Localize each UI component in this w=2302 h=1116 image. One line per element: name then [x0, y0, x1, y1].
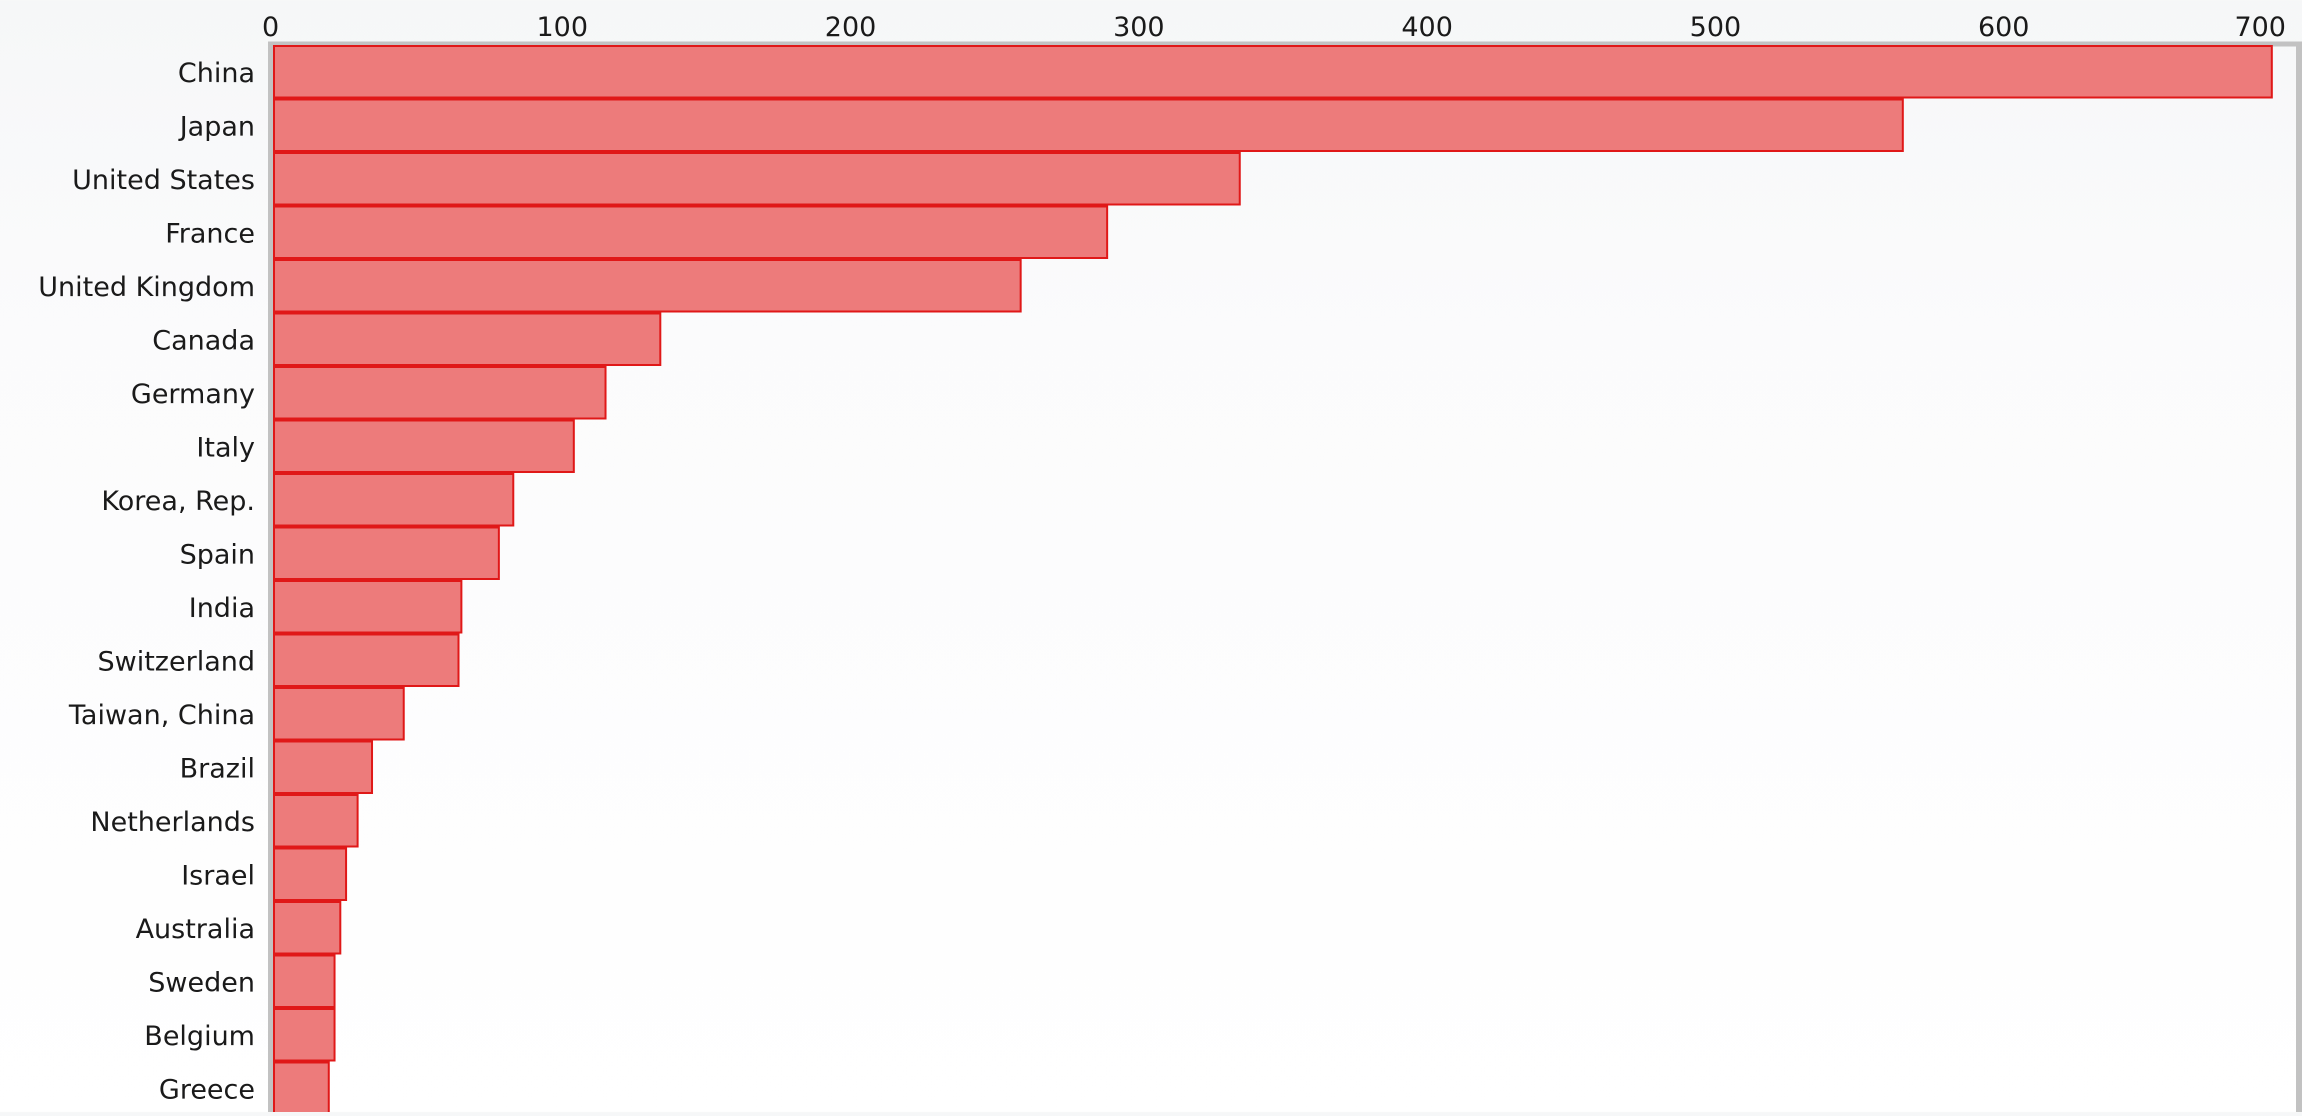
x-tick-label: 600 [1978, 12, 2030, 43]
category-label: Netherlands [90, 807, 255, 838]
category-label: Japan [178, 111, 255, 142]
bar [273, 740, 374, 794]
category-label: Italy [196, 432, 255, 463]
bar [273, 687, 405, 741]
category-label: China [178, 58, 255, 89]
bar [273, 152, 1241, 206]
bar [273, 473, 515, 527]
category-label: Brazil [180, 753, 255, 784]
bar [273, 1061, 330, 1115]
bar [273, 419, 575, 473]
bar [273, 901, 342, 955]
category-label: Sweden [148, 967, 255, 998]
category-label: Israel [181, 860, 255, 891]
bar [273, 794, 359, 848]
x-axis: 0 100 200 300 400 500 600 700 [262, 12, 2286, 43]
bar [273, 312, 662, 366]
category-label: Germany [131, 379, 255, 410]
bar [273, 1008, 336, 1062]
x-tick-label: 200 [825, 12, 877, 43]
category-label: Canada [152, 325, 255, 356]
bar [273, 847, 348, 901]
x-tick-label: 700 [2234, 12, 2286, 43]
category-label: Korea, Rep. [101, 486, 255, 517]
x-tick-label: 0 [262, 12, 279, 43]
bar [273, 45, 2273, 99]
bar [273, 205, 1109, 259]
category-label: Spain [180, 539, 255, 570]
category-label: Taiwan, China [68, 700, 255, 731]
category-label: Switzerland [98, 646, 256, 677]
x-tick-label: 400 [1401, 12, 1453, 43]
bar [273, 259, 1022, 313]
category-label: India [189, 593, 255, 624]
bar [273, 98, 1904, 152]
bar [273, 954, 336, 1008]
bar [273, 633, 460, 687]
bar [273, 580, 463, 634]
bar [273, 526, 500, 580]
plot-frame [268, 41, 2302, 1112]
bar [273, 366, 607, 420]
bars [273, 45, 2273, 1115]
category-label: United Kingdom [38, 272, 255, 303]
category-label: France [165, 218, 255, 249]
category-label: Australia [136, 914, 255, 945]
x-tick-label: 500 [1690, 12, 1742, 43]
category-label: Greece [159, 1074, 255, 1105]
x-tick-label: 100 [537, 12, 589, 43]
category-label: United States [72, 165, 255, 196]
category-labels: China Japan United States France United King… [38, 58, 255, 1106]
category-label: Belgium [144, 1021, 255, 1052]
x-tick-label: 300 [1113, 12, 1165, 43]
